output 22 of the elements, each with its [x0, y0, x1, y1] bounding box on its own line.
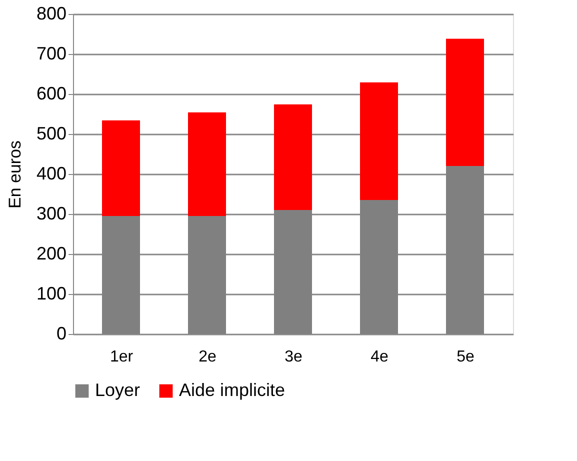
bar — [360, 82, 398, 200]
y-tick-label: 500 — [36, 124, 66, 144]
y-tick-label: 300 — [36, 204, 66, 224]
y-tick-label: 600 — [36, 84, 66, 104]
y-tick-label: 400 — [36, 164, 66, 184]
x-tick-label: 1er — [110, 348, 134, 366]
y-tick-label: 800 — [36, 4, 66, 24]
legend-label: Loyer — [95, 380, 140, 400]
y-axis-title: En euros — [5, 140, 24, 209]
bar — [274, 104, 312, 210]
bar — [188, 112, 226, 216]
y-tick-label: 700 — [36, 44, 66, 64]
legend-label: Aide implicite — [179, 380, 286, 400]
x-tick-label: 3e — [284, 348, 302, 366]
y-tick-label: 200 — [36, 244, 66, 264]
x-tick-label: 4e — [370, 348, 388, 366]
x-tick-label: 5e — [456, 348, 474, 366]
x-tick-label: 2e — [198, 348, 216, 366]
bar — [446, 38, 484, 166]
y-tick-label: 0 — [56, 324, 66, 344]
y-tick-label: 100 — [36, 284, 66, 304]
bar — [102, 120, 140, 216]
